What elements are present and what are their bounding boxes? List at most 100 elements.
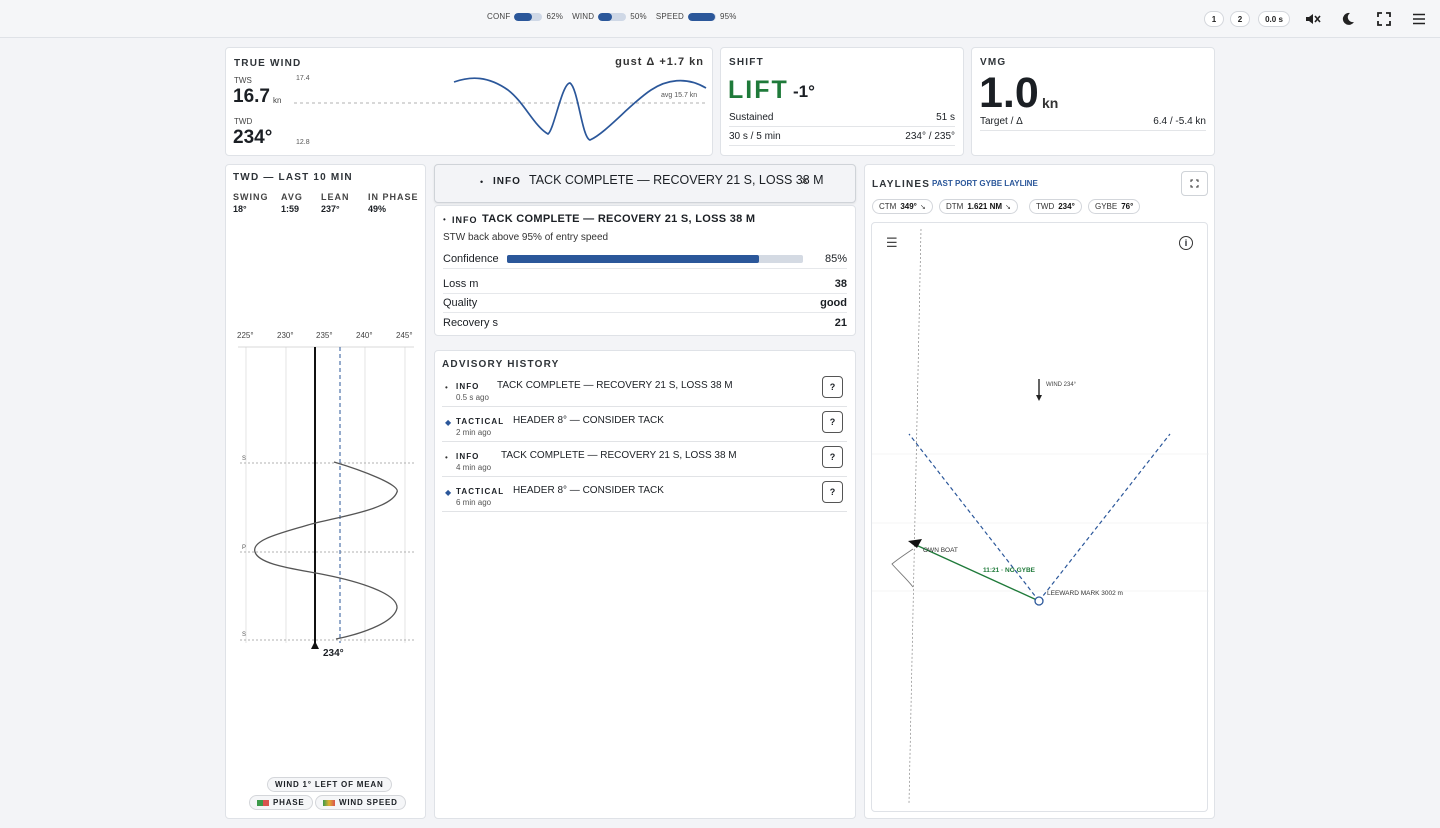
detail-row-label: Quality [443, 297, 478, 309]
shift-card: SHIFT LIFT -1° Sustained 51 s 30 s / 5 m… [720, 47, 964, 156]
tws-sparkline [294, 77, 707, 141]
detail-dot-icon: • [443, 215, 446, 224]
meter-value: 62% [546, 12, 564, 21]
advisory-toast[interactable]: • INFO TACK COMPLETE — RECOVERY 21 S, LO… [434, 164, 856, 203]
advisory-history-title: ADVISORY HISTORY [442, 359, 560, 370]
vmg-value: 1.0 [979, 69, 1039, 117]
legend-phase-toggle[interactable]: PHASE [249, 795, 313, 810]
diamond-icon: ◆ [445, 488, 452, 497]
map-menu-icon[interactable]: ☰ [886, 235, 898, 250]
chip-ctm[interactable]: CTM 349° ↘ [872, 199, 933, 214]
confidence-bar-fill [507, 255, 759, 263]
stat-swing-label: SWING [233, 192, 269, 202]
meter-fill [687, 12, 715, 21]
vmg-card: VMG 1.0 kn Target / Δ 6.4 / -5.4 kn [971, 47, 1215, 156]
legend-wind-speed-toggle[interactable]: WIND SPEED [315, 795, 406, 810]
stat-in-phase-label: IN PHASE [368, 192, 419, 202]
detail-title: TACK COMPLETE — RECOVERY 21 S, LOSS 38 M [482, 213, 756, 225]
wind-offset-text: WIND 1° LEFT OF MEAN [275, 780, 384, 789]
shift-state: LIFT [728, 76, 789, 104]
meter-value: 95% [719, 12, 737, 21]
meter-fill [514, 12, 532, 21]
phase-mark: S [242, 456, 247, 462]
tick-label: 225° [237, 331, 254, 340]
toast-close-button[interactable]: × [801, 173, 809, 188]
toast-severity: INFO [493, 176, 521, 187]
moon-icon[interactable] [1339, 10, 1357, 28]
stat-in-phase-value: 49% [368, 204, 387, 214]
history-severity: TACTICAL [456, 417, 505, 426]
legend-wind-speed-label: WIND SPEED [339, 798, 398, 807]
window-label: 30 s / 5 min [729, 131, 781, 142]
history-item[interactable]: • INFO TACK COMPLETE — RECOVERY 21 S, LO… [442, 442, 847, 477]
detail-severity: INFO [452, 215, 478, 225]
timer-button[interactable]: 0.0 s [1258, 11, 1290, 27]
chip-gybe[interactable]: GYBE 76° [1088, 199, 1141, 214]
chip-label: TWD [1036, 202, 1055, 211]
history-item[interactable]: • INFO TACK COMPLETE — RECOVERY 21 S, LO… [442, 372, 847, 407]
stat-avg-value: 1:59 [281, 204, 300, 214]
tws-value: 16.7 [233, 86, 270, 107]
history-item[interactable]: ◆ TACTICAL HEADER 8° — CONSIDER TACK 2 m… [442, 407, 847, 442]
mute-icon[interactable] [1304, 10, 1322, 28]
detail-row-label: Recovery s [443, 316, 499, 329]
history-severity: INFO [456, 382, 480, 391]
info-icon[interactable]: i [1179, 236, 1193, 250]
info-dot-icon: • [445, 453, 448, 462]
chip-value: 234° [1058, 202, 1075, 211]
menu-icon[interactable] [1410, 10, 1428, 28]
history-help-button[interactable]: ? [822, 411, 843, 433]
meter-conf: CONF 62% [487, 12, 563, 21]
history-severity: INFO [456, 452, 480, 461]
history-item[interactable]: ◆ TACTICAL HEADER 8° — CONSIDER TACK 6 m… [442, 477, 847, 512]
status-meters: CONF 62% WIND 50% SPEED 95% [487, 12, 746, 21]
expand-button[interactable] [1181, 171, 1208, 196]
vmg-title: VMG [980, 57, 1007, 68]
tick-label: 240° [356, 331, 373, 340]
target-value: 6.4 / -5.4 kn [1153, 116, 1206, 127]
chip-label: GYBE [1095, 202, 1118, 211]
twd-trace-chart [238, 346, 414, 649]
twd-label: TWD [234, 117, 253, 126]
detail-row-value: good [820, 297, 847, 309]
tws-unit: kn [273, 96, 282, 105]
chip-twd[interactable]: TWD 234° [1029, 199, 1082, 214]
true-wind-title: TRUE WIND [234, 58, 302, 69]
diamond-icon: ◆ [445, 418, 452, 427]
chip-value: 349° [900, 202, 917, 211]
advisory-detail-card: • INFO TACK COMPLETE — RECOVERY 21 S, LO… [434, 205, 856, 336]
history-time: 6 min ago [456, 498, 492, 507]
meter-label: SPEED [655, 12, 684, 21]
history-help-button[interactable]: ? [822, 481, 843, 503]
twd-history-card: TWD — LAST 10 MIN SWING 18° AVG 1:59 LEA… [225, 164, 426, 819]
history-help-button[interactable]: ? [822, 376, 843, 398]
meter-label: CONF [487, 12, 511, 21]
toast-dot-icon: • [480, 177, 484, 187]
phase-mark: S [242, 632, 247, 638]
detail-subtitle: STW back above 95% of entry speed [443, 232, 609, 243]
chevron-icon: ↘ [919, 203, 926, 211]
layline-map[interactable]: ☰ i WIND 234° OWN BOAT 11:21 · NO GYBE L… [871, 222, 1209, 812]
current-twd-label: 234° [323, 648, 344, 659]
chip-value: 1.621 NM [967, 202, 1003, 211]
stat-lean-value: 237° [321, 204, 340, 214]
spark-y-max: 17.4 [296, 75, 310, 82]
shift-delta: -1° [793, 82, 815, 101]
fullscreen-icon[interactable] [1375, 10, 1393, 28]
confidence-bar [507, 255, 803, 263]
phase-mark: P [242, 545, 247, 551]
target-label: Target / Δ [980, 116, 1023, 127]
history-help-button[interactable]: ? [822, 446, 843, 468]
history-severity: TACTICAL [456, 487, 505, 496]
history-message: TACK COMPLETE — RECOVERY 21 S, LOSS 38 M [501, 450, 737, 461]
wind-offset-badge: WIND 1° LEFT OF MEAN [267, 777, 392, 792]
leeward-mark-label: LEEWARD MARK 3002 m [1047, 590, 1123, 597]
page-2-button[interactable]: 2 [1230, 11, 1250, 27]
true-wind-card: TRUE WIND gust Δ +1.7 kn TWS 16.7 kn TWD… [225, 47, 713, 156]
toast-message: TACK COMPLETE — RECOVERY 21 S, LOSS 38 M [529, 173, 824, 187]
page-1-button[interactable]: 1 [1204, 11, 1224, 27]
spark-avg-label: avg 15.7 kn [661, 92, 698, 99]
history-message: HEADER 8° — CONSIDER TACK [513, 485, 664, 496]
chip-dtm[interactable]: DTM 1.621 NM ↘ [939, 199, 1018, 214]
detail-row-value: 21 [834, 316, 847, 329]
